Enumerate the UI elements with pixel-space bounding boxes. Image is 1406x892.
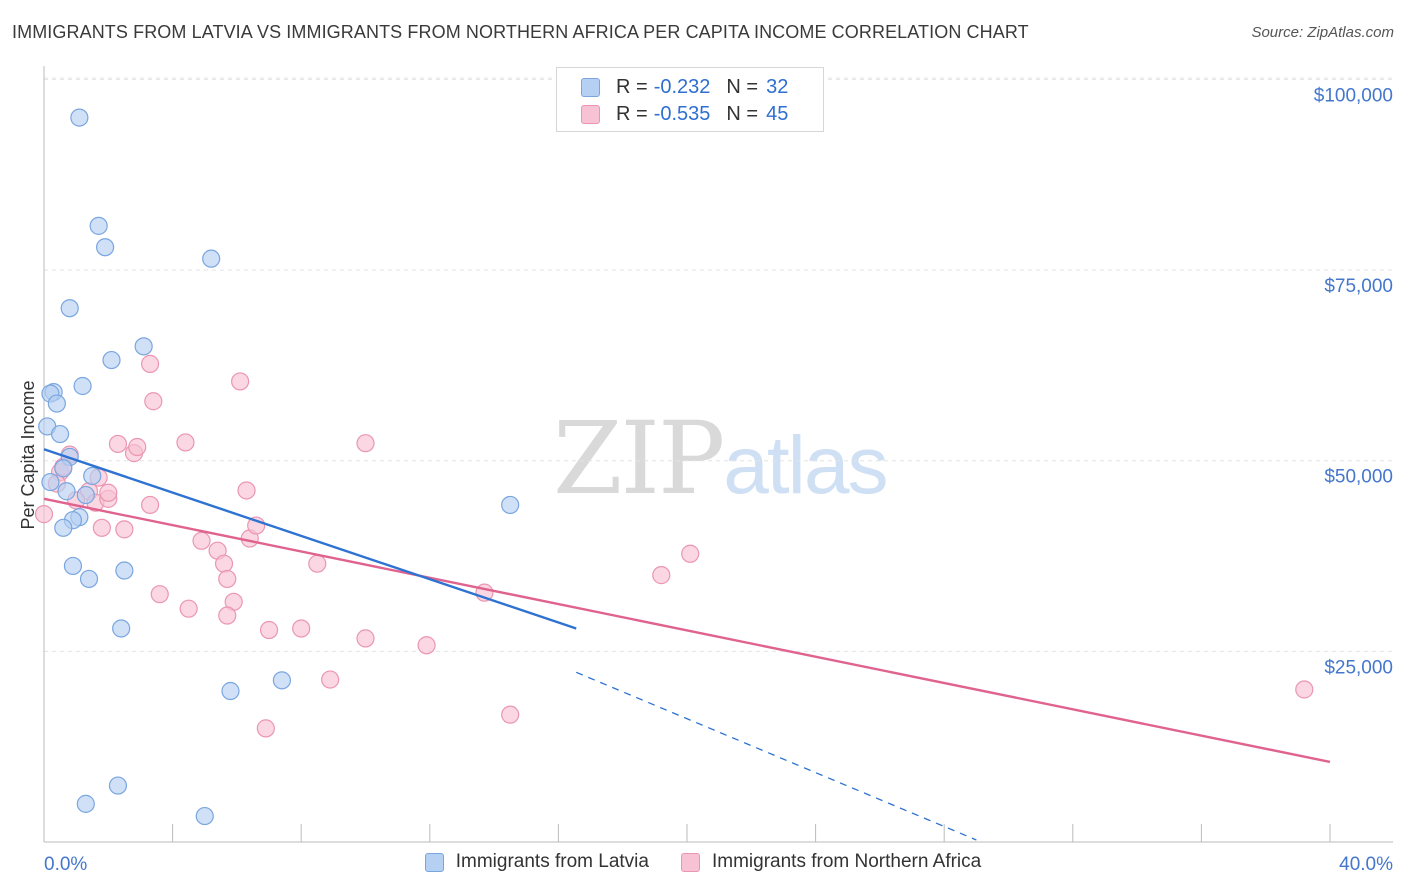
latvia-point xyxy=(63,556,83,576)
africa-point xyxy=(115,520,134,539)
latvia-trend-extension xyxy=(575,671,977,841)
africa-point xyxy=(192,531,211,550)
legend-n-label: N = xyxy=(726,102,759,125)
latvia-point xyxy=(76,485,95,505)
africa-point xyxy=(150,585,169,604)
africa-point xyxy=(140,495,160,515)
legend-row-africa: R = -0.535 N = 45 xyxy=(581,102,788,126)
latvia-point xyxy=(47,394,66,413)
stats-legend: R = -0.232 N = 32 R = -0.535 N = 45 xyxy=(556,67,824,132)
latvia-point xyxy=(50,424,70,444)
africa-point xyxy=(92,518,111,537)
latvia-point xyxy=(79,569,99,589)
latvia-point xyxy=(108,776,128,795)
latvia-point xyxy=(134,337,153,356)
series-label-africa: Immigrants from Northern Africa xyxy=(711,851,982,872)
latvia-point xyxy=(115,561,134,580)
africa-point xyxy=(259,620,279,640)
latvia-point xyxy=(102,350,121,370)
africa-point xyxy=(231,372,250,391)
series-legend-latvia[interactable]: Immigrants from Latvia xyxy=(424,851,649,873)
africa-point xyxy=(140,354,160,373)
africa-point xyxy=(214,554,234,573)
series-swatch-latvia xyxy=(424,852,444,872)
latvia-point xyxy=(41,472,60,492)
latvia-point xyxy=(112,619,131,638)
y-tick-label: $100,000 xyxy=(1314,85,1393,106)
africa-trend-line xyxy=(43,497,1331,764)
latvia-point xyxy=(54,459,73,478)
africa-point xyxy=(681,544,700,563)
series-legend-africa[interactable]: Immigrants from Northern Africa xyxy=(680,851,982,873)
africa-point xyxy=(652,566,671,585)
series-label-latvia: Immigrants from Latvia xyxy=(455,851,649,872)
africa-point xyxy=(308,554,327,573)
latvia-trend-line xyxy=(43,448,577,630)
y-tick-label: $50,000 xyxy=(1324,467,1393,488)
y-tick-label: $75,000 xyxy=(1324,276,1393,297)
latvia-point xyxy=(95,238,115,257)
africa-point xyxy=(179,599,198,618)
latvia-point xyxy=(272,671,292,690)
legend-r-label: R = xyxy=(616,75,648,98)
latvia-point xyxy=(54,518,73,537)
africa-point xyxy=(356,629,375,648)
legend-swatch-africa xyxy=(581,104,600,124)
y-axis-label: Per Capita Income xyxy=(18,380,38,529)
watermark-zip: ZIP xyxy=(553,400,725,517)
africa-point xyxy=(144,392,163,411)
africa-point xyxy=(99,483,118,502)
legend-n-label: N = xyxy=(726,75,759,98)
legend-n-value-latvia: 32 xyxy=(766,75,789,98)
africa-point xyxy=(292,619,311,638)
africa-point xyxy=(501,705,520,724)
latvia-point xyxy=(202,249,221,268)
legend-r-label: R = xyxy=(616,102,648,125)
africa-point xyxy=(218,569,237,589)
africa-point xyxy=(1295,680,1314,699)
series-swatch-africa xyxy=(680,852,700,872)
africa-point xyxy=(256,719,275,738)
watermark-atlas: atlas xyxy=(723,420,888,511)
latvia-point xyxy=(89,216,108,235)
legend-row-latvia: R = -0.232 N = 32 xyxy=(581,75,788,99)
x-tick-label-max: 40.0% xyxy=(1339,854,1393,875)
africa-point xyxy=(321,670,340,689)
latvia-point xyxy=(73,376,92,396)
africa-point xyxy=(417,636,436,655)
series-legend: Immigrants from Latvia Immigrants from N… xyxy=(0,851,1406,873)
africa-point xyxy=(34,505,54,524)
africa-point xyxy=(218,606,237,625)
africa-point xyxy=(176,433,195,452)
y-tick-label: $25,000 xyxy=(1324,657,1393,678)
africa-point xyxy=(128,437,147,457)
chart-title: IMMIGRANTS FROM LATVIA VS IMMIGRANTS FRO… xyxy=(12,22,1029,42)
africa-point xyxy=(356,434,375,453)
legend-n-value-africa: 45 xyxy=(766,102,789,125)
africa-point xyxy=(108,434,128,454)
watermark: ZIPatlas xyxy=(553,400,889,517)
latvia-point xyxy=(221,681,240,701)
x-tick-label-min: 0.0% xyxy=(44,854,87,875)
latvia-point xyxy=(83,466,102,486)
africa-point xyxy=(237,481,256,500)
latvia-point xyxy=(195,806,214,826)
legend-r-value-africa: -0.535 xyxy=(653,102,711,125)
latvia-point xyxy=(57,482,76,501)
legend-swatch-latvia xyxy=(581,77,600,97)
latvia-point xyxy=(76,794,95,813)
legend-r-value-latvia: -0.232 xyxy=(653,75,711,98)
source-label: Source: ZipAtlas.com xyxy=(1251,24,1394,41)
latvia-point xyxy=(70,108,89,127)
latvia-point xyxy=(60,299,79,318)
latvia-point xyxy=(501,495,520,515)
